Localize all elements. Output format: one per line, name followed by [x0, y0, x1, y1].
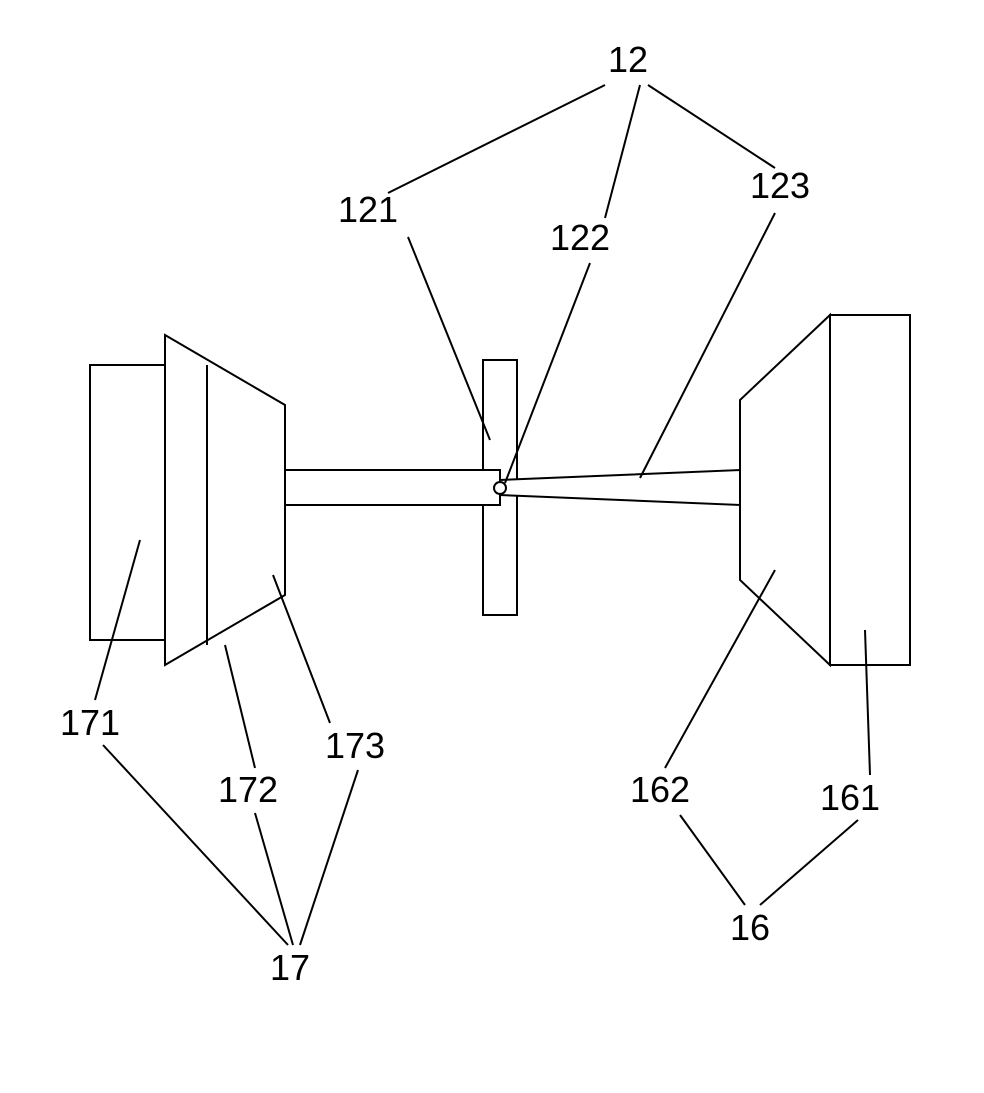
- leader-from12_b: [605, 85, 640, 218]
- leader-from12_a: [388, 85, 605, 193]
- block-161: [830, 315, 910, 665]
- block-162: [740, 315, 830, 665]
- leader-l171: [95, 540, 140, 700]
- leader-l162: [665, 570, 775, 768]
- label-172: 172: [218, 769, 278, 810]
- label-171: 171: [60, 702, 120, 743]
- label-123: 123: [750, 165, 810, 206]
- leader-from17_b: [255, 813, 293, 945]
- label-173: 173: [325, 725, 385, 766]
- label-121: 121: [338, 189, 398, 230]
- leader-from12_c: [648, 85, 775, 168]
- label-122: 122: [550, 217, 610, 258]
- label-12: 12: [608, 39, 648, 80]
- leader-l172: [225, 645, 255, 768]
- labels: 12 121 122 123 171 172 173 162 161 17 16: [60, 39, 880, 988]
- leader-from16_a: [680, 815, 745, 905]
- leader-l173: [273, 575, 330, 723]
- technical-diagram: 12 121 122 123 171 172 173 162 161 17 16: [0, 0, 984, 1093]
- label-162: 162: [630, 769, 690, 810]
- block-173: [165, 335, 285, 665]
- block-171: [90, 365, 165, 640]
- leader-l123: [640, 213, 775, 478]
- label-17: 17: [270, 947, 310, 988]
- leader-l161: [865, 630, 870, 775]
- leader-from17_c: [300, 770, 358, 945]
- label-161: 161: [820, 777, 880, 818]
- label-16: 16: [730, 907, 770, 948]
- leader-from16_b: [760, 820, 858, 905]
- leader-l121: [408, 237, 490, 440]
